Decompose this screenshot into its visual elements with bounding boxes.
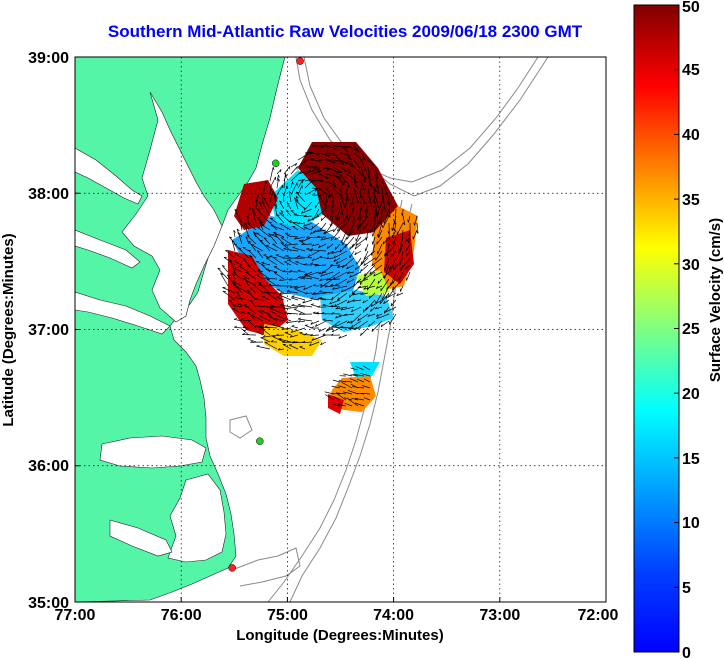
colorbar-tick-label: 30 [682, 257, 700, 274]
potomac-river [75, 147, 143, 205]
x-tick-labels: 77:00 76:00 75:00 74:00 73:00 72:00 [55, 607, 619, 624]
pamlico-river [109, 519, 173, 557]
velocity-field [228, 142, 418, 414]
velocity-patch-red-east [384, 230, 414, 284]
colorbar-tick-label: 40 [682, 127, 700, 144]
y-tick-label: 35:00 [28, 595, 69, 612]
velocity-patch-red-west [228, 250, 288, 336]
station-markers [228, 57, 304, 572]
x-tick-label: 75:00 [267, 607, 308, 624]
chesapeake-bay [121, 91, 223, 323]
velocity-patch-offshore-cyan [350, 362, 380, 378]
y-tick-label: 38:00 [28, 186, 69, 203]
colorbar-tick-marks [674, 4, 679, 653]
y-tick-label: 39:00 [28, 50, 69, 67]
york-river [75, 229, 141, 269]
x-tick-label: 77:00 [55, 607, 96, 624]
colorbar-tick-label: 5 [682, 580, 691, 597]
colorbar-tick-label: 0 [682, 645, 691, 659]
colorbar-tick-labels: 0 5 10 15 20 25 30 35 40 45 50 [682, 0, 700, 659]
y-tick-label: 37:00 [28, 322, 69, 339]
pamlico-sound [167, 473, 227, 563]
grid-lines [75, 57, 606, 602]
colorbar-tick-label: 25 [682, 321, 700, 338]
colorbar-tick-label: 50 [682, 0, 700, 16]
station-marker [296, 57, 304, 65]
station-marker [271, 159, 280, 168]
y-tick-labels: 39:00 38:00 37:00 36:00 35:00 [28, 50, 69, 612]
colorbar [633, 4, 680, 653]
station-marker [228, 564, 236, 572]
x-tick-label: 72:00 [578, 607, 619, 624]
colorbar-tick-label: 20 [682, 386, 700, 403]
y-axis-label: Latitude (Degrees:Minutes) [0, 233, 17, 426]
velocity-patch-darkred-north [298, 142, 398, 236]
velocity-arrows [217, 144, 419, 407]
y-tick-label: 36:00 [28, 458, 69, 475]
x-tick-label: 76:00 [161, 607, 202, 624]
colorbar-label: Surface Velocity (cm/s) [707, 218, 724, 382]
map-title: Southern Mid-Atlantic Raw Velocities 200… [107, 22, 583, 41]
station-marker [256, 437, 264, 445]
colorbar-tick-label: 45 [682, 62, 700, 79]
x-axis-label: Longitude (Degrees:Minutes) [236, 627, 444, 644]
james-river [75, 291, 171, 335]
albemarle-sound [99, 435, 207, 469]
velocity-arrow-set [217, 144, 419, 407]
tick-marks [74, 56, 607, 603]
colorbar-tick-label: 35 [682, 192, 700, 209]
colorbar-tick-label: 15 [682, 451, 700, 468]
colorbar-tick-label: 10 [682, 515, 700, 532]
x-tick-label: 74:00 [373, 607, 414, 624]
velocity-patch-yellow-south [264, 324, 322, 356]
x-tick-label: 73:00 [479, 607, 520, 624]
